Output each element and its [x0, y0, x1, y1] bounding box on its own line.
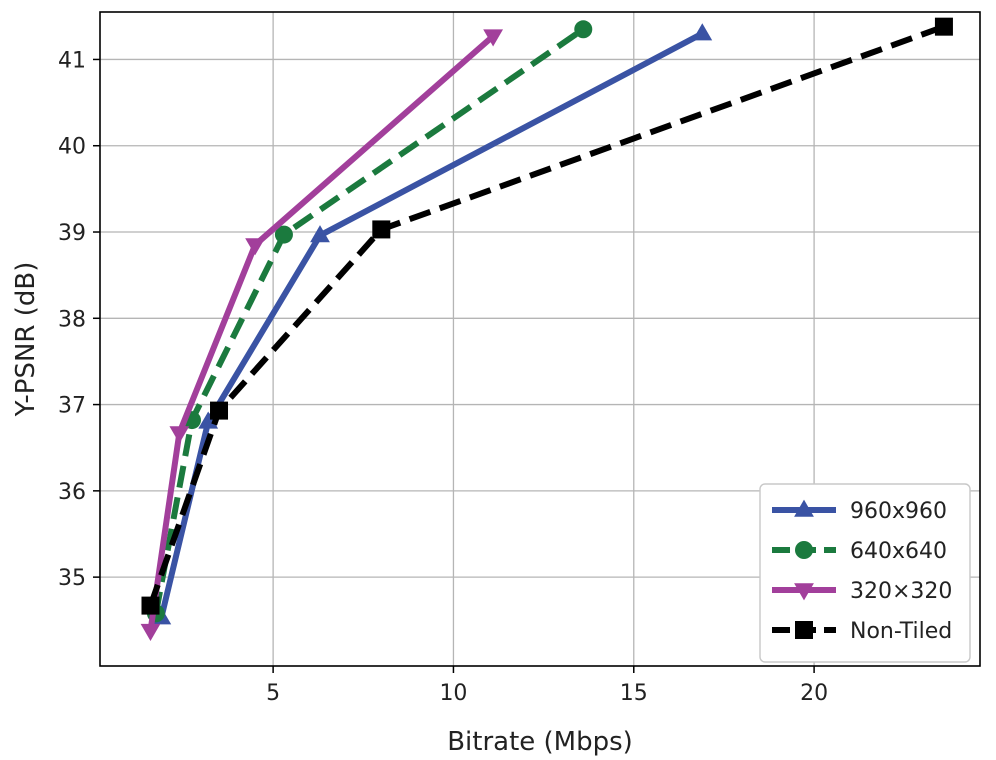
series-line-non-tiled	[147, 23, 945, 607]
y-axis-label: Y-PSNR (dB)	[11, 262, 41, 418]
x-tick-label: 5	[266, 681, 280, 706]
x-tick-label: 15	[620, 681, 648, 706]
y-tick-label: 35	[58, 566, 86, 591]
legend-item-640x640: 640x640	[772, 539, 947, 564]
series-non-tiled	[141, 17, 953, 615]
legend-label: Non-Tiled	[850, 619, 952, 644]
legend-marker	[795, 621, 813, 639]
data-point-960x960	[198, 411, 219, 429]
legend-marker	[794, 499, 814, 517]
data-point-320-320	[483, 29, 504, 47]
plot-frame	[99, 11, 981, 667]
legend-label: 320×320	[850, 579, 952, 604]
legend-item-non-tiled: Non-Tiled	[772, 619, 952, 644]
x-tick-label: 10	[439, 681, 467, 706]
legend-item-960x960: 960x960	[772, 499, 947, 524]
data-point-non-tiled	[934, 17, 953, 36]
legend-item-320-320: 320×320	[772, 579, 952, 604]
y-tick-label: 39	[58, 221, 86, 246]
series-line-640x640	[152, 26, 585, 614]
data-point-320-320	[140, 623, 161, 641]
x-tick-label: 20	[800, 681, 828, 706]
data-point-non-tiled	[372, 220, 391, 239]
y-tick-label: 36	[58, 480, 86, 505]
y-tick-label: 41	[58, 48, 86, 73]
series-line-960x960	[158, 30, 704, 619]
y-tick-label: 37	[58, 394, 86, 419]
legend-box	[759, 483, 971, 663]
ticks: 5 10 15 20 35 36 37 38 39 40 41	[58, 48, 828, 706]
legend-marker	[794, 583, 814, 601]
series-line-320-320	[147, 33, 496, 632]
legend-marker	[795, 541, 813, 559]
data-point-960x960	[692, 23, 713, 41]
data-point-960x960	[310, 225, 330, 243]
legend-label: 960x960	[850, 499, 947, 524]
legend-label: 640x640	[850, 539, 947, 564]
data-point-non-tiled	[210, 401, 229, 420]
y-tick-label: 40	[58, 135, 86, 160]
x-axis-label: Bitrate (Mbps)	[447, 727, 633, 757]
data-point-320-320	[245, 238, 265, 256]
series-320-320	[140, 29, 504, 641]
data-point-640x640	[274, 225, 293, 244]
y-tick-label: 38	[58, 307, 86, 332]
data-point-non-tiled	[141, 596, 160, 615]
data-point-320-320	[169, 426, 190, 444]
series-layer	[140, 17, 953, 641]
data-point-640x640	[574, 20, 593, 39]
legend: 960x960 640x640 320×320 Non-Tiled	[759, 483, 971, 663]
